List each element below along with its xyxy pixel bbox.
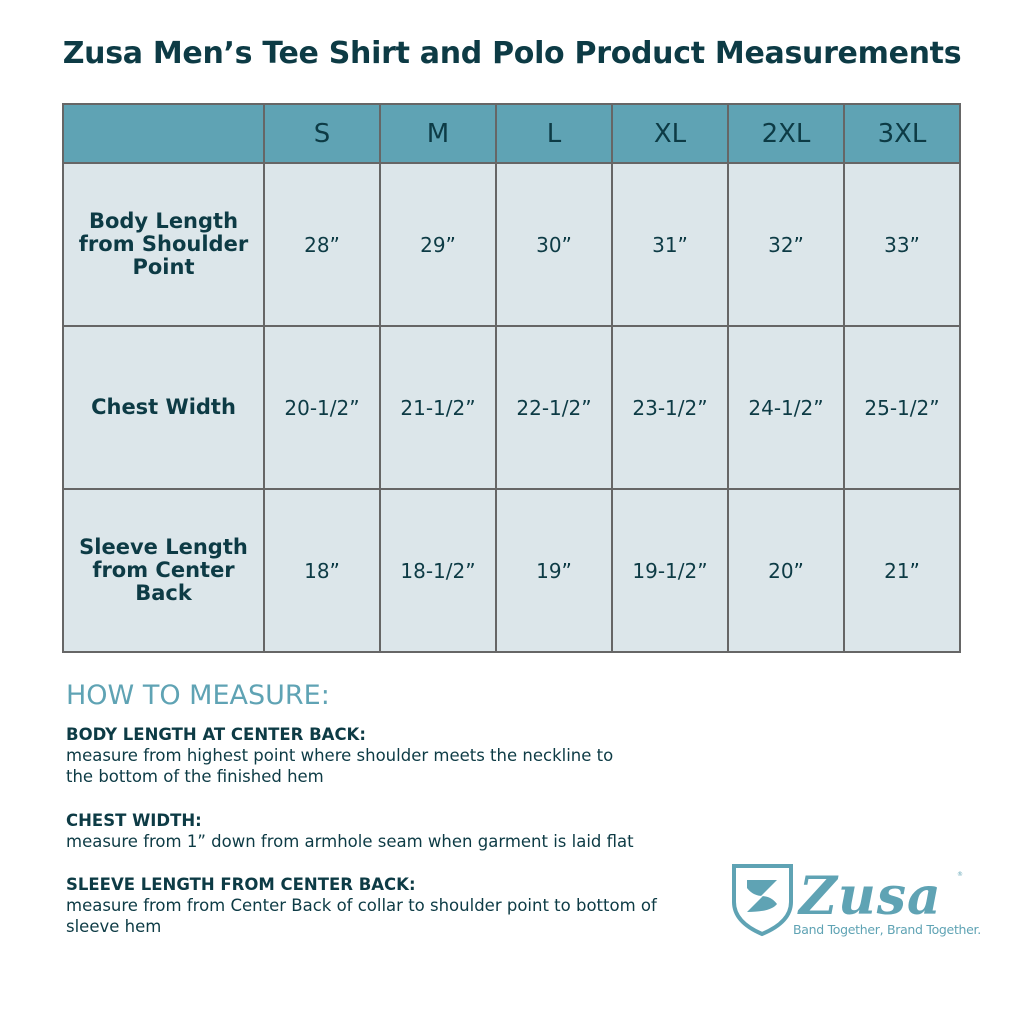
measurement-cell: 28” [263,162,381,327]
measurement-cell: 18-1/2” [379,488,497,653]
shield-icon [732,864,793,937]
logo-tagline: Band Together, Brand Together. [793,922,981,937]
instruction-sleeve-length: SLEEVE LENGTH FROM CENTER BACK: measure … [66,874,676,937]
row-label: Body Length from Shoulder Point [62,162,265,327]
measurement-cell: 18” [263,488,381,653]
table-row: Chest Width 20-1/2” 21-1/2” 22-1/2” 23-1/2” 2… [62,325,961,490]
measurement-cell: 33” [843,162,961,327]
instruction-chest-width: CHEST WIDTH: measure from 1” down from a… [66,810,634,852]
row-label-text: Body Length from Shoulder Point [78,209,249,279]
instruction-text: measure from highest point where shoulde… [66,746,614,786]
measurement-table: S M L XL 2XL 3XL Body Length from Should… [62,103,961,653]
row-label-text: Sleeve Length from Center Back [79,535,248,605]
table-row: Sleeve Length from Center Back 18” 18-1/2”… [62,488,961,653]
measurement-cell: 29” [379,162,497,327]
size-header: XL [611,103,729,164]
how-to-measure-heading: HOW TO MEASURE: [66,680,330,711]
instruction-title: CHEST WIDTH: [66,811,202,830]
size-header: 3XL [843,103,961,164]
measurement-cell: 32” [727,162,845,327]
size-header: M [379,103,497,164]
measurement-cell: 20-1/2” [263,325,381,490]
measurement-cell: 24-1/2” [727,325,845,490]
row-label: Sleeve Length from Center Back [62,488,265,653]
header-row: S M L XL 2XL 3XL [62,103,961,164]
z-monogram-icon [747,880,777,912]
instruction-text: measure from 1” down from armhole seam w… [66,832,634,851]
svg-text:®: ® [957,871,963,878]
instruction-title: BODY LENGTH AT CENTER BACK: [66,725,366,744]
corner-cell [62,103,265,164]
page-title: Zusa Men’s Tee Shirt and Polo Product Me… [62,36,962,71]
measurement-cell: 20” [727,488,845,653]
measurement-cell: 31” [611,162,729,327]
row-label-text: Chest Width [91,395,236,419]
row-label: Chest Width [62,325,265,490]
size-header: L [495,103,613,164]
measurement-cell: 21” [843,488,961,653]
zusa-logo: Zusa ® [732,864,963,937]
size-header: S [263,103,381,164]
instruction-title: SLEEVE LENGTH FROM CENTER BACK: [66,875,416,894]
zusa-wordmark: Zusa [797,866,942,927]
instruction-text: measure from from Center Back of collar … [66,896,657,936]
measurement-cell: 25-1/2” [843,325,961,490]
measurement-cell: 22-1/2” [495,325,613,490]
table-row: Body Length from Shoulder Point 28” 29” 30”… [62,162,961,327]
measurement-cell: 23-1/2” [611,325,729,490]
instruction-body-length: BODY LENGTH AT CENTER BACK: measure from… [66,724,626,787]
measurement-cell: 19-1/2” [611,488,729,653]
measurement-cell: 21-1/2” [379,325,497,490]
measurement-cell: 30” [495,162,613,327]
measurement-cell: 19” [495,488,613,653]
size-header: 2XL [727,103,845,164]
